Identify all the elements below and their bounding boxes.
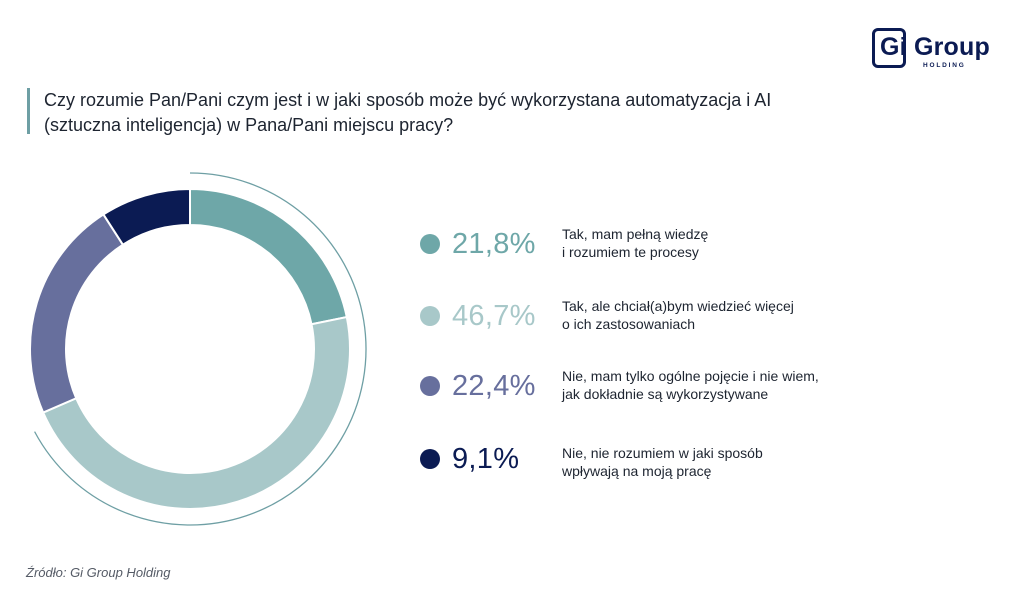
data-label-2: 46,7% — [452, 300, 536, 332]
logo-mark — [872, 28, 906, 68]
logo-word-gi: Gi — [880, 33, 907, 61]
data-label-1: 21,8% — [452, 228, 536, 260]
legend-label-4: Nie, nie rozumiem w jaki sposób wpływają … — [562, 444, 882, 480]
outer-arc-decoration — [34, 172, 367, 526]
legend-label-3: Nie, mam tylko ogólne pojęcie i nie wiem… — [562, 367, 882, 403]
gi-group-logo: Gi Group HOLDING — [872, 28, 1002, 74]
legend-label-1: Tak, mam pełną wiedzę i rozumiem te proce… — [562, 225, 882, 261]
legend-label-line: Tak, mam pełną wiedzę — [562, 226, 709, 242]
legend-label-line: i rozumiem te procesy — [562, 244, 699, 260]
donut-slice-4 — [102, 187, 191, 247]
legend-label-line: o ich zastosowaniach — [562, 316, 696, 332]
legend-dot-1 — [420, 234, 440, 254]
legend-dot-2 — [420, 306, 440, 326]
source-note: Źródło: Gi Group Holding — [26, 565, 171, 580]
legend-label-line: Nie, nie rozumiem w jaki sposób — [562, 445, 763, 461]
legend-label-line: Nie, mam tylko ogólne pojęcie i nie wiem… — [562, 368, 819, 384]
donut-slice-3 — [29, 213, 125, 414]
title-accent-bar — [27, 88, 30, 134]
legend-label-2: Tak, ale chciał(a)bym wiedzieć więcej o i… — [562, 297, 882, 333]
logo-subtitle: HOLDING — [923, 62, 966, 69]
legend-label-line: jak dokładnie są wykorzystywane — [562, 386, 769, 402]
legend-label-line: Tak, ale chciał(a)bym wiedzieć więcej — [562, 298, 794, 314]
data-label-3: 22,4% — [452, 370, 536, 402]
page-title: Czy rozumie Pan/Pani czym jest i w jaki … — [44, 90, 772, 135]
legend-dot-3 — [420, 376, 440, 396]
legend-label-line: wpływają na moją pracę — [562, 463, 712, 479]
donut-slice-2 — [41, 315, 351, 510]
donut-chart — [29, 172, 367, 526]
legend-dot-4 — [420, 449, 440, 469]
donut-slice-1 — [189, 187, 348, 326]
data-label-4: 9,1% — [452, 443, 520, 475]
logo-word-group: Group — [913, 33, 990, 61]
logo-wordmark: Gi Group — [880, 33, 990, 62]
